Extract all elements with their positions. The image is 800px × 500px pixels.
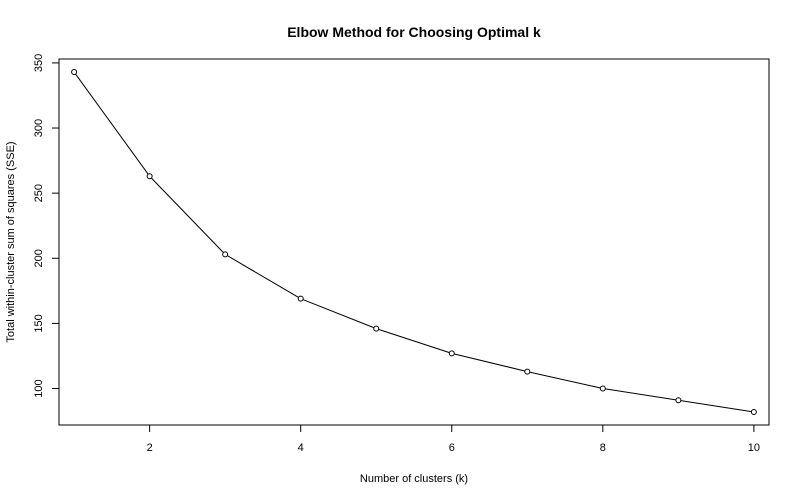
data-point [222,251,229,258]
data-point [146,173,153,180]
data-point [599,385,606,392]
data-point [750,408,757,415]
x-tick-label: 2 [147,442,153,454]
sse-series [71,69,757,415]
line-segment [149,175,226,255]
line-segment [224,253,301,300]
y-tick-label: 350 [33,54,45,72]
data-point [71,69,78,76]
line-segment [300,298,377,330]
y-tick-label: 150 [33,314,45,332]
x-tick-label: 10 [748,442,760,454]
line-segment [527,371,603,390]
y-axis-label: Total within-cluster sum of squares (SSE… [5,141,17,342]
data-point [524,368,531,375]
data-point [675,397,682,404]
line-segment [73,71,151,177]
y-axis: 100 150 200 250 300 350 [33,54,60,398]
x-tick-label: 8 [600,442,606,454]
line-segment [451,352,528,373]
data-point [373,325,380,332]
line-segment [678,399,754,413]
x-axis: 2 4 6 8 10 [147,424,760,454]
y-tick-label: 300 [33,119,45,137]
y-tick-label: 200 [33,249,45,267]
x-tick-label: 4 [298,442,304,454]
y-tick-label: 100 [33,379,45,397]
y-tick-label: 250 [33,184,45,202]
line-segment [602,388,679,401]
data-point [448,350,455,357]
data-point [297,295,304,302]
line-segment [376,328,452,354]
chart-title: Elbow Method for Choosing Optimal k [287,24,541,40]
x-axis-label: Number of clusters (k) [360,473,468,485]
x-tick-label: 6 [449,442,455,454]
